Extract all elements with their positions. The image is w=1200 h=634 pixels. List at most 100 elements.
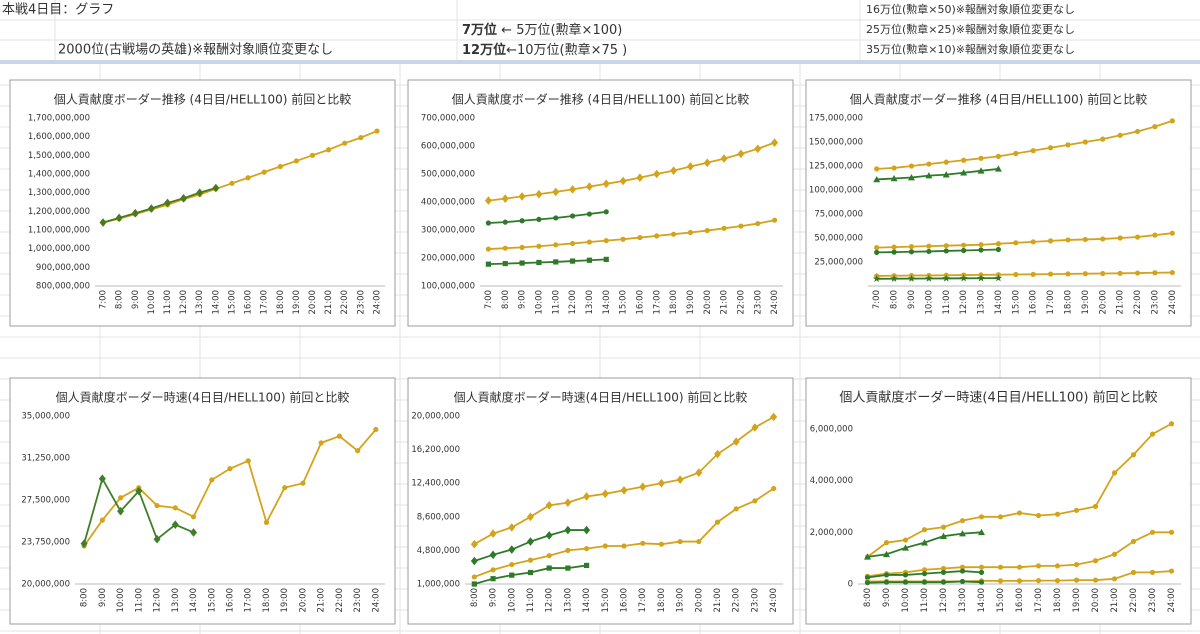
point	[355, 448, 361, 454]
x-tick-label: 23:00	[750, 588, 760, 613]
point	[171, 520, 179, 529]
x-tick-label: 20:00	[298, 588, 308, 613]
x-tick-label: 8:00	[80, 588, 90, 607]
point	[874, 249, 880, 255]
point	[902, 572, 909, 578]
point	[977, 274, 985, 282]
point	[564, 498, 572, 507]
point	[738, 223, 744, 229]
point	[153, 534, 161, 544]
y-tick-label: 1,200,000,000	[28, 207, 90, 217]
point	[890, 174, 898, 182]
point	[99, 517, 105, 523]
point	[536, 216, 542, 222]
point	[657, 478, 665, 488]
x-tick-label: 24:00	[372, 290, 382, 315]
point	[921, 571, 928, 577]
x-tick-label: 14:00	[994, 290, 1004, 315]
x-tick-label: 14:00	[582, 588, 592, 613]
x-tick-label: 23:00	[356, 290, 366, 315]
x-tick-label: 12:00	[959, 290, 969, 315]
point	[80, 539, 88, 548]
x-tick-label: 9:00	[518, 290, 528, 309]
x-tick-label: 21:00	[713, 588, 723, 613]
point	[586, 211, 593, 217]
point	[1030, 239, 1036, 245]
point	[721, 225, 727, 231]
point	[98, 474, 106, 484]
chart-frame	[9, 377, 396, 625]
point	[1100, 236, 1106, 242]
point	[770, 412, 778, 422]
point	[470, 556, 478, 566]
point	[977, 167, 985, 174]
point	[471, 581, 477, 587]
frozen-divider	[0, 60, 1200, 64]
point	[978, 579, 985, 585]
point	[601, 489, 609, 499]
y-tick-label: 20,000,000	[411, 412, 460, 422]
x-tick-label: 18:00	[276, 290, 286, 315]
point	[1030, 148, 1036, 154]
point	[874, 245, 880, 251]
x-tick-label: 9:00	[907, 290, 917, 309]
point	[714, 519, 721, 525]
point	[318, 440, 324, 446]
x-tick-label: 14:00	[211, 290, 221, 315]
point	[619, 176, 627, 186]
series-line	[876, 271, 1173, 277]
x-tick-label: 24:00	[371, 588, 381, 613]
y-tick-label: 200,000,000	[421, 254, 475, 264]
point	[921, 567, 928, 573]
point	[960, 169, 968, 176]
x-tick-label: 16:00	[1029, 290, 1039, 315]
point	[1030, 271, 1036, 277]
x-tick-label: 7:00	[872, 290, 882, 309]
x-tick-label: 23:00	[353, 588, 363, 613]
x-tick-label: 18:00	[657, 588, 667, 613]
point	[874, 166, 880, 172]
series-line	[876, 120, 1173, 170]
point	[603, 256, 609, 262]
rank-text: ← 5万位(勲章×100)	[497, 22, 622, 38]
point	[872, 274, 881, 283]
x-tick-label: 12:00	[939, 588, 949, 613]
point	[117, 495, 124, 501]
x-tick-label: 16:00	[620, 588, 630, 613]
point	[154, 503, 160, 509]
y-tick-label: 50,000,000	[814, 234, 863, 244]
point	[326, 147, 332, 153]
point	[940, 565, 947, 572]
point	[961, 242, 967, 248]
y-tick-label: 1,600,000,000	[28, 132, 90, 142]
point	[1149, 431, 1156, 437]
point	[526, 537, 534, 546]
chart: 個人貢献度ボーダー推移 (4日目/HELL100) 前回と比較 25,000,00…	[805, 79, 1192, 327]
point	[1130, 538, 1137, 544]
side-note: 35万位(勲章×10)※報酬対象順位変更なし	[866, 42, 1075, 56]
x-tick-label: 14:00	[602, 290, 612, 315]
x-tick-label: 20:00	[1098, 290, 1108, 315]
x-tick-label: 7:00	[484, 290, 494, 309]
y-tick-label: 1,400,000,000	[28, 170, 90, 180]
point	[1152, 124, 1158, 130]
point	[583, 546, 590, 552]
point	[490, 576, 496, 582]
point	[714, 449, 722, 459]
point	[569, 213, 576, 219]
chart: 個人貢献度ボーダー時速(4日目/HELL100) 前回と比較 0 2,000,000…	[805, 377, 1192, 625]
point	[686, 162, 694, 171]
point	[883, 550, 890, 558]
point	[553, 259, 559, 265]
x-tick-label: 15:00	[1011, 290, 1021, 315]
point	[536, 259, 542, 266]
x-tick-label: 22:00	[1133, 290, 1143, 315]
point	[902, 537, 909, 543]
point	[883, 540, 890, 546]
x-tick-label: 17:00	[260, 290, 270, 315]
point	[942, 274, 951, 282]
point	[1100, 136, 1106, 142]
y-tick-label: 25,000,000	[814, 258, 863, 268]
y-tick-label: 100,000,000	[809, 186, 863, 196]
point	[1073, 577, 1080, 583]
